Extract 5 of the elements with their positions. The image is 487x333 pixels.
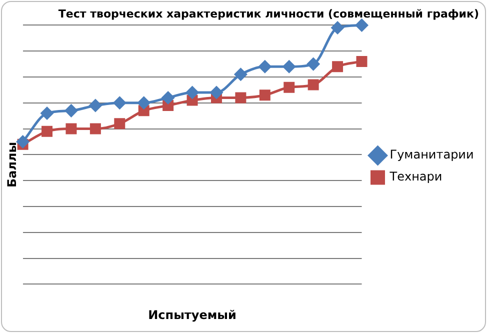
y-axis-title: Баллы <box>4 142 19 188</box>
chart-title: Тест творческих характеристик личности (совмещенный график) <box>58 7 479 20</box>
legend-label: Технари <box>388 170 442 184</box>
x-axis-title: Испытуемый <box>148 308 236 322</box>
legend-label: Гуманитарии <box>390 148 474 162</box>
